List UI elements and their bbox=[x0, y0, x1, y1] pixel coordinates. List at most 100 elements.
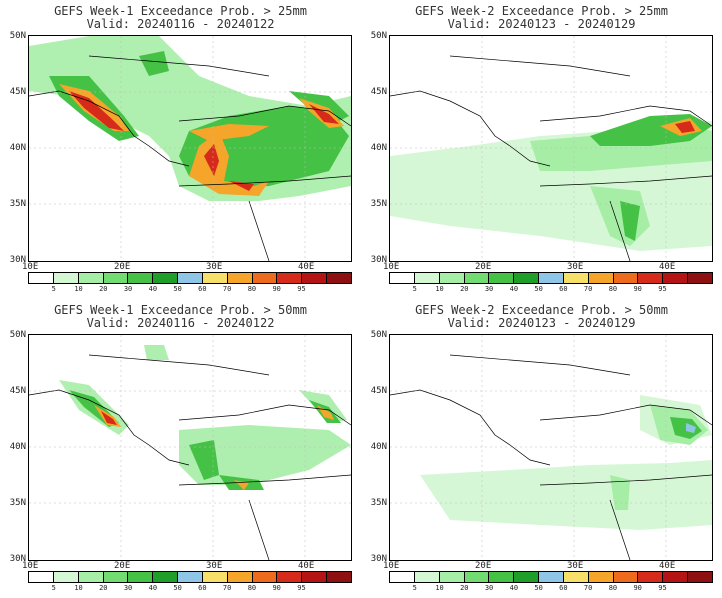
colorbar-swatch bbox=[252, 572, 278, 582]
lat-label: 40N bbox=[9, 442, 26, 452]
lat-label: 35N bbox=[9, 199, 26, 209]
colorbar-tick-label: 80 bbox=[608, 285, 618, 293]
colorbar-swatch bbox=[202, 572, 228, 582]
lat-label: 35N bbox=[370, 199, 387, 209]
colorbar-swatch bbox=[327, 273, 351, 283]
colorbar-swatch bbox=[414, 572, 440, 582]
colorbar-tick-label: 50 bbox=[534, 285, 543, 293]
colorbar-tick-label: 70 bbox=[222, 285, 232, 293]
colorbar-swatch bbox=[302, 273, 328, 283]
panel-title: GEFS Week-2 Exceedance Prob. > 25mm bbox=[415, 4, 668, 18]
lon-label: 40E bbox=[659, 262, 676, 272]
lon-label: 30E bbox=[567, 561, 584, 571]
colorbar-swatch bbox=[638, 572, 664, 582]
lat-label: 35N bbox=[9, 498, 26, 508]
colorbar-swatch bbox=[29, 273, 54, 283]
colorbar-tick-label: 5 bbox=[412, 285, 417, 293]
colorbar bbox=[28, 272, 352, 284]
colorbar-swatch bbox=[78, 273, 104, 283]
colorbar-swatch bbox=[638, 273, 664, 283]
colorbar-tick-label: 90 bbox=[633, 285, 642, 293]
map-area bbox=[28, 35, 352, 262]
colorbar-swatch bbox=[252, 273, 278, 283]
lat-label: 45N bbox=[370, 386, 387, 396]
colorbar-swatch bbox=[277, 572, 303, 582]
colorbar-swatch bbox=[103, 273, 129, 283]
panel-valid-dates: Valid: 20240116 - 20240122 bbox=[86, 17, 275, 31]
lat-label: 50N bbox=[370, 31, 387, 41]
lat-label: 30N bbox=[370, 255, 387, 265]
colorbar-tick-label: 40 bbox=[148, 584, 158, 592]
lon-label: 30E bbox=[206, 561, 223, 571]
colorbar-tick-label: 5 bbox=[412, 584, 417, 592]
colorbar-tick-label: 70 bbox=[583, 584, 593, 592]
colorbar-tick-label: 30 bbox=[484, 285, 494, 293]
colorbar-swatch bbox=[663, 572, 689, 582]
colorbar-tick-label: 80 bbox=[247, 584, 257, 592]
lon-label: 20E bbox=[114, 561, 131, 571]
panel-title: GEFS Week-1 Exceedance Prob. > 25mm bbox=[54, 4, 307, 18]
colorbar-tick-label: 95 bbox=[658, 584, 667, 592]
panel-title: GEFS Week-1 Exceedance Prob. > 50mm bbox=[54, 303, 307, 317]
lat-label: 45N bbox=[9, 386, 26, 396]
colorbar-tick-label: 70 bbox=[583, 285, 593, 293]
colorbar-swatch bbox=[464, 572, 490, 582]
lon-label: 20E bbox=[114, 262, 131, 272]
colorbar bbox=[28, 571, 352, 583]
colorbar-tick-label: 30 bbox=[123, 285, 133, 293]
lon-label: 30E bbox=[206, 262, 223, 272]
lat-label: 30N bbox=[9, 255, 26, 265]
colorbar-tick-label: 80 bbox=[608, 584, 618, 592]
colorbar-tick-label: 40 bbox=[509, 584, 519, 592]
panel-title: GEFS Week-2 Exceedance Prob. > 50mm bbox=[415, 303, 668, 317]
colorbar-swatch bbox=[439, 273, 465, 283]
colorbar-swatch bbox=[663, 273, 689, 283]
panel-week2-50mm: GEFS Week-2 Exceedance Prob. > 50mm Vali… bbox=[361, 299, 722, 598]
colorbar-swatch bbox=[414, 273, 440, 283]
panel-valid-dates: Valid: 20240123 - 20240129 bbox=[447, 17, 636, 31]
lon-label: 20E bbox=[475, 262, 492, 272]
lon-label: 40E bbox=[298, 262, 315, 272]
colorbar-tick-label: 50 bbox=[173, 285, 182, 293]
colorbar-swatch bbox=[128, 572, 154, 582]
map-area bbox=[389, 35, 713, 262]
colorbar-swatch bbox=[153, 273, 179, 283]
colorbar-swatch bbox=[514, 572, 540, 582]
lat-label: 35N bbox=[370, 498, 387, 508]
colorbar-tick-label: 40 bbox=[148, 285, 158, 293]
colorbar-swatch bbox=[489, 273, 515, 283]
lat-label: 50N bbox=[9, 330, 26, 340]
lon-label: 10E bbox=[22, 561, 39, 571]
map-area bbox=[28, 334, 352, 561]
colorbar-tick-label: 10 bbox=[435, 584, 444, 592]
colorbar-tick-label: 70 bbox=[222, 584, 232, 592]
colorbar-swatch bbox=[302, 572, 328, 582]
lon-label: 10E bbox=[383, 561, 400, 571]
colorbar-swatch bbox=[178, 273, 203, 283]
colorbar-tick-label: 20 bbox=[460, 584, 469, 592]
colorbar-swatch bbox=[613, 273, 639, 283]
colorbar-tick-label: 10 bbox=[74, 584, 83, 592]
colorbar-swatch bbox=[464, 273, 490, 283]
lat-label: 45N bbox=[370, 87, 387, 97]
colorbar-swatch bbox=[128, 273, 154, 283]
lat-label: 30N bbox=[370, 554, 387, 564]
panel-valid-dates: Valid: 20240116 - 20240122 bbox=[86, 316, 275, 330]
colorbar-swatch bbox=[227, 273, 253, 283]
colorbar-swatch bbox=[588, 273, 614, 283]
colorbar-tick-label: 20 bbox=[460, 285, 469, 293]
lat-label: 40N bbox=[9, 143, 26, 153]
map-area bbox=[389, 334, 713, 561]
colorbar-swatch bbox=[613, 572, 639, 582]
colorbar-tick-label: 50 bbox=[173, 584, 182, 592]
colorbar-tick-label: 95 bbox=[297, 285, 306, 293]
colorbar-tick-label: 50 bbox=[534, 584, 543, 592]
panel-week2-25mm: GEFS Week-2 Exceedance Prob. > 25mm Vali… bbox=[361, 0, 722, 299]
colorbar-swatch bbox=[78, 572, 104, 582]
colorbar-swatch bbox=[277, 273, 303, 283]
colorbar-tick-label: 95 bbox=[297, 584, 306, 592]
panel-valid-dates: Valid: 20240123 - 20240129 bbox=[447, 316, 636, 330]
colorbar-swatch bbox=[439, 572, 465, 582]
colorbar-tick-label: 60 bbox=[559, 285, 568, 293]
colorbar-swatch bbox=[539, 273, 564, 283]
